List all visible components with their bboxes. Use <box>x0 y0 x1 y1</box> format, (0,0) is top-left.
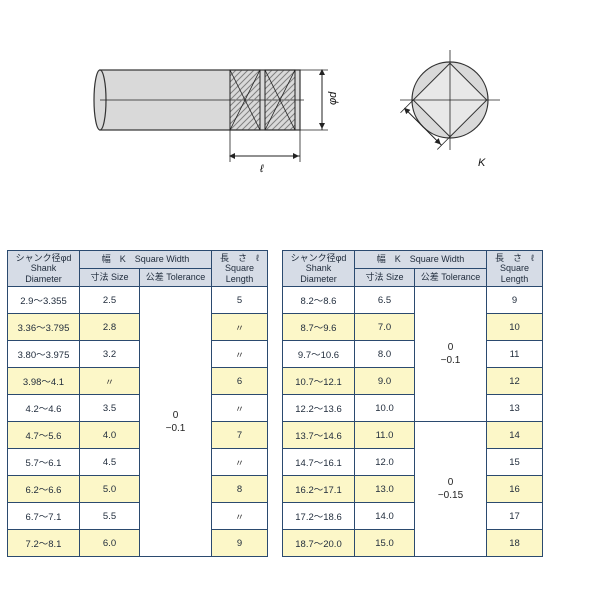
cell-length: 8 <box>212 476 268 503</box>
cell-length: 〃 <box>212 341 268 368</box>
cell-length: 18 <box>487 530 543 557</box>
table-row: 17.2～18.614.0 17 <box>283 503 543 530</box>
cell-length: 〃 <box>212 395 268 422</box>
cell-length: 12 <box>487 368 543 395</box>
cell-diameter: 4.2～4.6 <box>8 395 80 422</box>
cell-length: 17 <box>487 503 543 530</box>
cell-length: 14 <box>487 422 543 449</box>
table-row: 2.9～3.3552.50−0.15 <box>8 287 268 314</box>
cell-size: 13.0 <box>355 476 415 503</box>
cell-size: 6.5 <box>355 287 415 314</box>
table-row: 8.2～8.66.50−0.19 <box>283 287 543 314</box>
table-row: 3.36～3.7952.8 〃 <box>8 314 268 341</box>
table-row: 13.7～14.611.00−0.1514 <box>283 422 543 449</box>
cell-size: 5.5 <box>80 503 140 530</box>
table-row: 10.7～12.19.0 12 <box>283 368 543 395</box>
cell-length: 5 <box>212 287 268 314</box>
table-row: 7.2～8.16.0 9 <box>8 530 268 557</box>
hdr-size: 寸法 Size <box>355 269 415 287</box>
cell-length: 10 <box>487 314 543 341</box>
label-k: K <box>478 157 486 169</box>
table-row: 14.7～16.112.0 15 <box>283 449 543 476</box>
table-row: 8.7～9.67.0 10 <box>283 314 543 341</box>
cell-diameter: 6.2～6.6 <box>8 476 80 503</box>
table-row: 4.2～4.63.5 〃 <box>8 395 268 422</box>
cell-diameter: 8.2～8.6 <box>283 287 355 314</box>
cell-diameter: 18.7～20.0 <box>283 530 355 557</box>
label-phi-d: φd <box>327 91 339 105</box>
spec-table-left: シャンク径φd Shank Diameter 幅 K Square Width … <box>7 250 268 557</box>
cell-length: 〃 <box>212 314 268 341</box>
cell-diameter: 13.7～14.6 <box>283 422 355 449</box>
cell-diameter: 4.7～5.6 <box>8 422 80 449</box>
cell-size: 7.0 <box>355 314 415 341</box>
cell-diameter: 16.2～17.1 <box>283 476 355 503</box>
table-row: 9.7～10.68.0 11 <box>283 341 543 368</box>
table-row: 18.7～20.015.0 18 <box>283 530 543 557</box>
tolerance-cell-lower: 0−0.15 <box>415 422 487 557</box>
cell-size: 8.0 <box>355 341 415 368</box>
hdr-size: 寸法 Size <box>80 269 140 287</box>
label-ell: ℓ <box>259 163 264 175</box>
cell-length: 〃 <box>212 449 268 476</box>
cell-size: 3.2 <box>80 341 140 368</box>
cell-size: 6.0 <box>80 530 140 557</box>
cell-diameter: 17.2～18.6 <box>283 503 355 530</box>
cell-size: 12.0 <box>355 449 415 476</box>
table-row: 16.2～17.113.0 16 <box>283 476 543 503</box>
cell-size: 14.0 <box>355 503 415 530</box>
cell-size: 2.8 <box>80 314 140 341</box>
cell-length: 15 <box>487 449 543 476</box>
cell-length: 9 <box>487 287 543 314</box>
cell-size: 15.0 <box>355 530 415 557</box>
table-row: 12.2～13.610.0 13 <box>283 395 543 422</box>
cell-diameter: 12.2～13.6 <box>283 395 355 422</box>
cell-size: 11.0 <box>355 422 415 449</box>
table-row: 3.98～4.1〃 6 <box>8 368 268 395</box>
cell-length: 6 <box>212 368 268 395</box>
hdr-square-width: 幅 K Square Width <box>355 251 487 269</box>
cell-diameter: 9.7～10.6 <box>283 341 355 368</box>
cell-size: 4.5 <box>80 449 140 476</box>
cell-length: 9 <box>212 530 268 557</box>
table-row: 3.80～3.9753.2 〃 <box>8 341 268 368</box>
hdr-shank-dia: シャンク径φd Shank Diameter <box>8 251 80 287</box>
tolerance-cell: 0−0.1 <box>140 287 212 557</box>
table-row: 6.2～6.65.0 8 <box>8 476 268 503</box>
cell-size: 4.0 <box>80 422 140 449</box>
hdr-square-width: 幅 K Square Width <box>80 251 212 269</box>
cell-diameter: 10.7～12.1 <box>283 368 355 395</box>
cell-size: 9.0 <box>355 368 415 395</box>
tolerance-cell-upper: 0−0.1 <box>415 287 487 422</box>
cell-diameter: 3.80～3.975 <box>8 341 80 368</box>
table-row: 4.7～5.64.0 7 <box>8 422 268 449</box>
cell-diameter: 7.2～8.1 <box>8 530 80 557</box>
shank-diagram: φd ℓ K <box>80 40 540 200</box>
cell-size: 10.0 <box>355 395 415 422</box>
cell-diameter: 2.9～3.355 <box>8 287 80 314</box>
hdr-length: 長 さ ℓ Square Length <box>212 251 268 287</box>
cell-diameter: 3.98～4.1 <box>8 368 80 395</box>
cell-length: 7 <box>212 422 268 449</box>
cell-diameter: 5.7～6.1 <box>8 449 80 476</box>
hdr-tolerance: 公差 Tolerance <box>415 269 487 287</box>
hdr-tolerance: 公差 Tolerance <box>140 269 212 287</box>
table-row: 6.7～7.15.5 〃 <box>8 503 268 530</box>
cell-size: 〃 <box>80 368 140 395</box>
spec-table-right: シャンク径φd Shank Diameter 幅 K Square Width … <box>282 250 543 557</box>
cell-size: 3.5 <box>80 395 140 422</box>
cell-length: 16 <box>487 476 543 503</box>
cell-diameter: 14.7～16.1 <box>283 449 355 476</box>
hdr-shank-dia: シャンク径φd Shank Diameter <box>283 251 355 287</box>
cell-diameter: 8.7～9.6 <box>283 314 355 341</box>
cell-length: 〃 <box>212 503 268 530</box>
hdr-length: 長 さ ℓ Square Length <box>487 251 543 287</box>
cell-diameter: 3.36～3.795 <box>8 314 80 341</box>
cell-length: 11 <box>487 341 543 368</box>
cell-length: 13 <box>487 395 543 422</box>
table-row: 5.7～6.14.5 〃 <box>8 449 268 476</box>
cell-diameter: 6.7～7.1 <box>8 503 80 530</box>
cell-size: 2.5 <box>80 287 140 314</box>
cell-size: 5.0 <box>80 476 140 503</box>
